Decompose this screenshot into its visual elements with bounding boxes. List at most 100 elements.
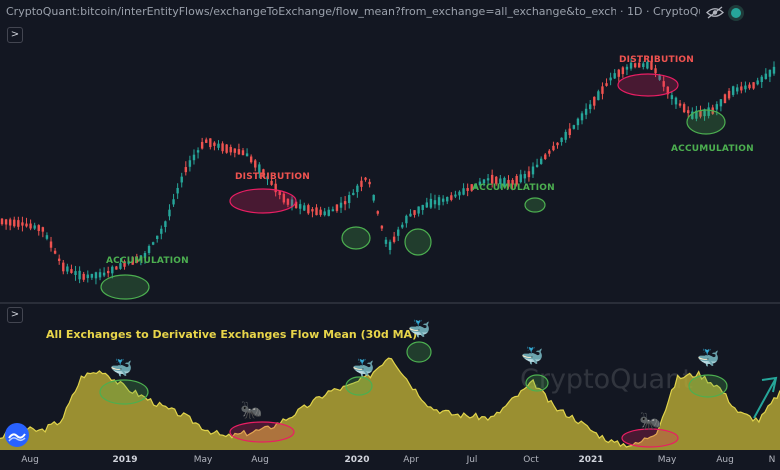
candle-body	[376, 211, 379, 214]
candle-body	[580, 113, 584, 121]
candle-body	[625, 66, 629, 70]
candle-body	[478, 181, 482, 186]
collapse-price-panel-button[interactable]: >	[7, 27, 23, 43]
candle-body	[539, 158, 543, 164]
candle-body	[466, 188, 469, 191]
watermark: CryptoQuant	[520, 364, 693, 395]
candle-body	[90, 273, 94, 278]
candle-body	[490, 174, 494, 184]
candle-body	[115, 266, 118, 270]
status-dot	[731, 8, 741, 18]
ant-circle-2019	[229, 421, 295, 443]
collapse-indicator-panel-button[interactable]: >	[7, 307, 23, 323]
candle-body	[82, 273, 85, 280]
candle-body	[495, 176, 498, 184]
candle-body	[646, 61, 649, 69]
candle-body	[658, 74, 661, 80]
time-axis[interactable]: Aug 2019 May Aug 2020 Apr Jul Oct 2021 May Aug N	[0, 452, 780, 470]
candle-body	[650, 60, 653, 70]
panel-separator[interactable]	[0, 302, 780, 304]
cryptoquant-logo[interactable]	[5, 423, 29, 447]
candle-body	[111, 266, 114, 274]
candle-body	[303, 205, 306, 211]
candle-body	[221, 143, 224, 152]
candle-body	[593, 96, 596, 106]
candle-body	[437, 197, 441, 206]
candle-body	[564, 131, 567, 140]
time-tick: Aug	[716, 455, 734, 465]
time-tick: Jul	[466, 455, 478, 465]
candle-body	[331, 209, 335, 212]
candle-body	[94, 272, 98, 279]
candle-body	[515, 175, 518, 185]
candle-body	[78, 270, 81, 280]
candle-body	[29, 223, 32, 229]
ant-circle-2021	[621, 428, 679, 448]
accumulation-circle-2c	[524, 197, 546, 213]
candle-body	[584, 108, 588, 115]
candle-body	[719, 99, 723, 107]
candle-body	[25, 223, 28, 227]
whale-circle-2020-oct	[525, 374, 549, 392]
candle-body	[298, 204, 302, 209]
candle-body	[429, 198, 433, 208]
candle-body	[8, 219, 12, 226]
candle-body	[233, 148, 237, 153]
candle-body	[397, 229, 400, 236]
ant-icon-2021: 🐜	[639, 411, 662, 432]
candle-body	[752, 82, 755, 89]
candle-body	[617, 69, 620, 77]
candle-body	[225, 144, 228, 153]
candle-body	[168, 209, 171, 217]
candle-body	[131, 257, 134, 265]
candle-body	[523, 174, 527, 179]
candle-body	[270, 180, 273, 185]
candle-body	[327, 209, 330, 216]
candle-body	[135, 256, 138, 263]
time-tick: Apr	[403, 455, 419, 465]
candle-body	[605, 83, 608, 86]
candle-body	[37, 225, 40, 231]
candle-body	[380, 225, 384, 229]
candle-body	[62, 262, 65, 272]
candle-body	[192, 154, 196, 161]
candle-body	[691, 111, 694, 119]
candle-body	[356, 185, 359, 193]
candle-body	[731, 86, 735, 95]
candle-body	[662, 81, 665, 87]
candle-body	[458, 191, 461, 196]
eye-off-icon[interactable]	[706, 6, 724, 19]
candle-body	[172, 199, 175, 205]
distribution-label-2: DISTRIBUTION	[619, 55, 694, 65]
candle-body	[4, 219, 8, 225]
candle-body	[425, 202, 429, 208]
candle-body	[335, 204, 339, 211]
time-tick: 2021	[578, 455, 604, 465]
candle-body	[205, 139, 208, 143]
time-tick: May	[657, 455, 677, 465]
candle-body	[519, 174, 522, 183]
candle-body	[86, 274, 89, 279]
candle-body	[588, 104, 592, 110]
candle-body	[748, 84, 751, 89]
candle-body	[470, 184, 473, 191]
candle-body	[601, 86, 604, 94]
accumulation-circle-3	[686, 109, 726, 135]
symbol-title[interactable]: CryptoQuant:bitcoin/interEntityFlows/exc…	[6, 5, 616, 18]
candle-body	[642, 63, 645, 67]
candle-body	[53, 250, 57, 254]
candle-body	[401, 224, 404, 228]
candle-body	[339, 202, 343, 208]
candle-body	[609, 77, 612, 81]
whale-icon-2019: 🐳	[110, 358, 133, 379]
accumulation-label-3: ACCUMULATION	[671, 144, 754, 154]
candle-body	[666, 86, 669, 95]
candle-body	[254, 160, 257, 168]
candle-body	[544, 154, 547, 160]
candle-body	[184, 167, 188, 173]
candle-body	[315, 207, 318, 216]
candle-body	[209, 138, 212, 148]
flow-line	[0, 357, 780, 448]
candle-body	[629, 62, 633, 69]
candle-body	[392, 236, 396, 242]
